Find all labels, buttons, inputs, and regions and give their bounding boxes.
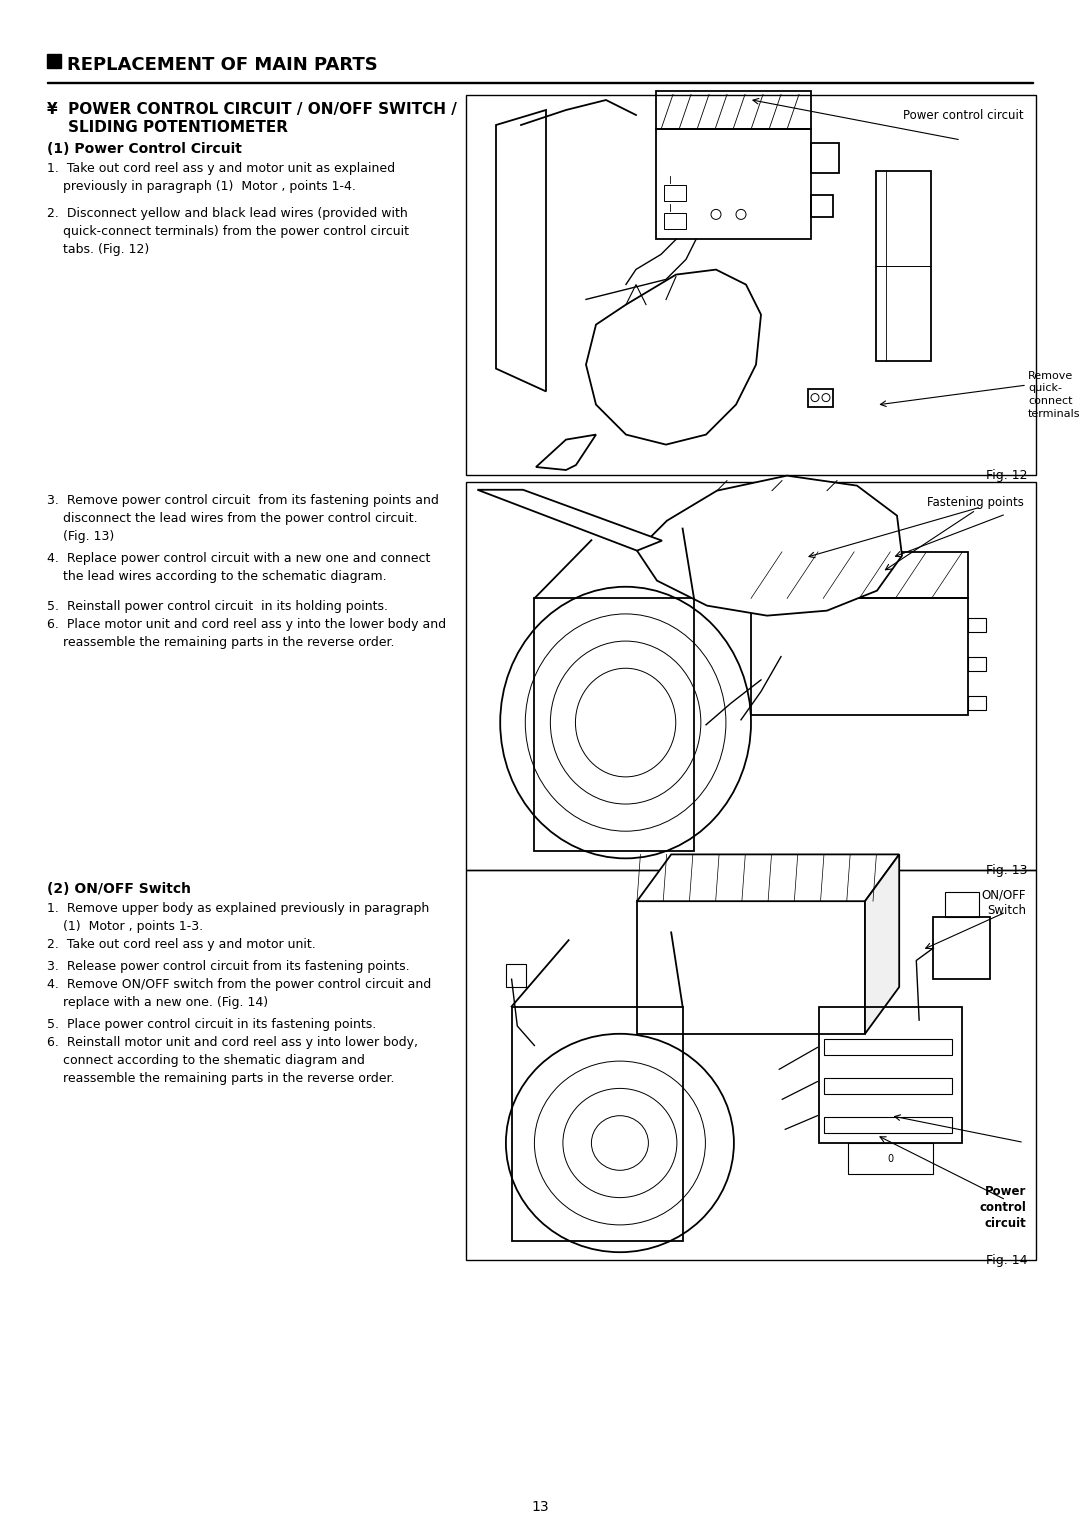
Polygon shape	[536, 434, 596, 471]
Text: ¥  POWER CONTROL CIRCUIT / ON/OFF SWITCH /: ¥ POWER CONTROL CIRCUIT / ON/OFF SWITCH …	[48, 102, 457, 118]
Text: SLIDING POTENTIOMETER: SLIDING POTENTIOMETER	[48, 121, 288, 134]
Text: 0: 0	[888, 1154, 894, 1164]
Bar	[664, 185, 686, 202]
Bar	[808, 388, 833, 406]
Text: 6.  Reinstall motor unit and cord reel ass y into lower body,
    connect accord: 6. Reinstall motor unit and cord reel as…	[48, 1036, 418, 1085]
Bar	[876, 171, 931, 361]
Polygon shape	[865, 854, 900, 1034]
Text: Power
control
circuit: Power control circuit	[980, 1186, 1026, 1230]
Bar	[505, 964, 526, 987]
Bar	[811, 144, 839, 173]
Polygon shape	[477, 490, 662, 550]
Bar	[751, 552, 968, 599]
Text: 3.  Release power control circuit from its fastening points.: 3. Release power control circuit from it…	[48, 960, 409, 973]
Bar	[656, 92, 811, 130]
Bar	[465, 869, 1036, 1261]
Bar	[465, 95, 1036, 475]
Bar	[465, 481, 1036, 869]
Bar	[512, 1007, 683, 1241]
Text: 4.  Remove ON/OFF switch from the power control circuit and
    replace with a n: 4. Remove ON/OFF switch from the power c…	[48, 978, 431, 1008]
Bar	[848, 1143, 933, 1174]
Text: (2) ON/OFF Switch: (2) ON/OFF Switch	[48, 882, 191, 895]
Text: Fig. 14: Fig. 14	[986, 1254, 1028, 1267]
Text: Fig. 12: Fig. 12	[986, 469, 1028, 481]
Text: Power control circuit: Power control circuit	[903, 108, 1024, 122]
Text: 13: 13	[531, 1500, 549, 1514]
Bar	[933, 917, 990, 979]
Text: 2.  Take out cord reel ass y and motor unit.: 2. Take out cord reel ass y and motor un…	[48, 938, 315, 950]
Bar	[824, 1039, 951, 1054]
Text: 5.  Place power control circuit in its fastening points.: 5. Place power control circuit in its fa…	[48, 1018, 376, 1031]
Bar	[824, 1077, 951, 1094]
Bar	[824, 1117, 951, 1132]
Polygon shape	[586, 269, 761, 445]
Text: (1) Power Control Circuit: (1) Power Control Circuit	[48, 142, 242, 156]
Bar	[535, 599, 694, 851]
Text: 2.  Disconnect yellow and black lead wires (provided with
    quick-connect term: 2. Disconnect yellow and black lead wire…	[48, 206, 409, 257]
Bar	[820, 1007, 962, 1143]
Text: 3.  Remove power control circuit  from its fastening points and
    disconnect t: 3. Remove power control circuit from its…	[48, 494, 438, 542]
Bar	[968, 619, 986, 633]
Text: 1.  Remove upper body as explained previously in paragraph
    (1)  Motor , poin: 1. Remove upper body as explained previo…	[48, 902, 429, 934]
Text: Fig. 13: Fig. 13	[986, 863, 1028, 877]
Bar	[968, 695, 986, 711]
Bar	[637, 902, 865, 1034]
Text: Remove
quick-
connect
terminals): Remove quick- connect terminals)	[1028, 371, 1080, 419]
Text: REPLACEMENT OF MAIN PARTS: REPLACEMENT OF MAIN PARTS	[67, 57, 378, 73]
Text: 5.  Reinstall power control circuit  in its holding points.: 5. Reinstall power control circuit in it…	[48, 601, 388, 613]
Bar	[751, 599, 968, 715]
Bar	[48, 53, 60, 69]
Polygon shape	[637, 475, 902, 616]
Bar	[968, 657, 986, 671]
Polygon shape	[637, 854, 900, 902]
Text: 6.  Place motor unit and cord reel ass y into the lower body and
    reassemble : 6. Place motor unit and cord reel ass y …	[48, 617, 446, 649]
Bar	[664, 214, 686, 229]
Bar	[945, 892, 978, 917]
Text: 1.  Take out cord reel ass y and motor unit as explained
    previously in parag: 1. Take out cord reel ass y and motor un…	[48, 162, 395, 193]
Text: Fastening points: Fastening points	[927, 497, 1024, 509]
Bar	[811, 196, 833, 217]
Text: ON/OFF
Switch: ON/OFF Switch	[982, 888, 1026, 917]
Bar	[656, 130, 811, 240]
Text: 4.  Replace power control circuit with a new one and connect
    the lead wires : 4. Replace power control circuit with a …	[48, 552, 430, 584]
